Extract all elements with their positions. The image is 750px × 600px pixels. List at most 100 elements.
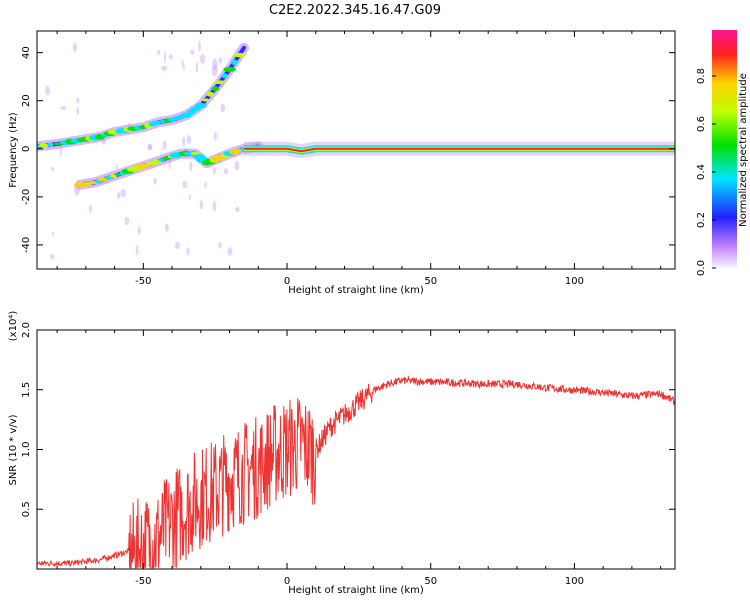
y-tick-label: 0.5 [21,501,32,517]
x-tick-label: 100 [565,576,584,587]
spectrogram-hotspot [223,66,236,72]
spectrogram-hotspot [211,86,220,92]
spectrogram-speckle [212,200,217,212]
spectrogram-speckle [190,49,195,56]
x-tick-label: 100 [565,276,584,287]
spectrogram-hotspot [206,91,215,97]
spectrogram-speckle [168,54,173,60]
spectrogram-speckle [137,226,141,235]
spectrogram-speckle [195,61,199,73]
spectrogram-hotspot [195,102,207,109]
snr-line-layer [37,375,675,569]
x-tick-label: 50 [424,276,437,287]
spectrogram-speckle [186,134,192,145]
spectrogram-speckle [136,244,139,256]
spectrogram-speckle [116,191,121,200]
spectrogram-speckle [211,64,218,77]
colorbar-tick-label: 0.6 [696,116,707,132]
spectrogram-speckle [164,223,169,232]
spectrogram-hotspot [38,143,49,148]
y-tick-label: 2.0 [21,322,32,338]
colorbar: 0.0 0.2 0.4 0.6 0.8 Normalized spectral ampl… [696,30,749,276]
snr-y-ticks: 0.5 1.0 1.5 2.0 [21,322,675,517]
spectrogram-hotspot [213,80,227,85]
spectrogram-hotspot [221,73,228,79]
spectrogram-speckle [213,131,218,141]
colorbar-gradient [712,30,737,270]
y-tick-label: 1.0 [21,442,32,458]
snr-y-axis-label: SNR (10 * v/v) [8,414,19,485]
spectrogram-speckle [227,247,233,256]
x-tick-label: -50 [135,576,151,587]
spectrogram-speckle [51,166,54,172]
y-tick-label: -40 [21,237,32,253]
spectrogram-x-axis-label: Height of straight line (km) [288,285,424,296]
spectrogram-speckle [189,194,192,201]
spectrogram-speckle [181,60,184,66]
colorbar-tick-label: 0.4 [696,164,707,180]
spectrogram-speckle [189,161,193,172]
spectrogram-speckle [72,42,77,53]
spectrogram-speckle [223,168,229,175]
spectrogram-speckle [218,241,222,249]
spectrogram-hotspot [202,98,210,102]
spectrogram-hotspot [47,142,54,147]
spectrogram-speckle [45,85,50,96]
spectrogram-speckle [76,107,80,115]
spectrogram-speckle [182,63,185,71]
spectrogram-speckle [182,180,188,189]
y-tick-label: 40 [21,46,32,59]
spectrogram-speckle [147,143,153,151]
spectrogram-heatmap [37,40,675,260]
zero-line-core [243,147,675,153]
spectrogram-speckle [76,97,80,104]
chart-title: C2E2.2022.345.16.47.G09 [269,3,441,18]
spectrogram-speckle [235,206,240,212]
spectrogram-panel: -50 0 50 100 -40 -20 0 20 40 Height of straight… [8,30,676,296]
spectrogram-speckle [198,40,201,52]
x-tick-label: 50 [424,576,437,587]
spectrogram-speckle [50,253,55,260]
spectrogram-speckle [124,216,130,226]
spectrogram-speckle [213,167,216,175]
spectrogram-speckle [175,241,180,250]
spectrogram-x-ticks: -50 0 50 100 [56,31,662,287]
spectrogram-y-ticks: -40 -20 0 20 40 [21,46,675,253]
spectrogram-speckle [115,163,118,170]
spectrogram-speckle [157,49,161,55]
y-tick-label: 0 [21,146,32,152]
spectrogram-speckle [164,51,167,64]
spectrogram-hotspot [232,52,246,58]
spectrogram-hotspot [159,119,166,124]
spectrogram-speckle [199,54,206,64]
spectrogram-hotspot [235,148,243,153]
snr-x-axis-label: Height of straight line (km) [288,585,424,596]
snr-panel: -50 0 50 100 0.5 1.0 1.5 2.0 Height of straigh… [8,311,676,596]
spectrogram-speckle [204,181,207,189]
y-tick-label: -20 [21,189,32,205]
spectrogram-speckle [89,204,92,214]
y-tick-label: 1.5 [21,382,32,398]
spectrogram-speckle [182,136,186,147]
spectrogram-speckle [212,58,218,70]
snr-multiplier-label: (x10⁴) [8,311,19,342]
spectrogram-speckle [162,140,167,151]
spectrogram-speckle [234,160,240,171]
spectrogram-hotspot [154,120,162,125]
spectrogram-speckle [60,106,67,111]
y-tick-label: 20 [21,94,32,107]
spectrogram-speckle [161,65,168,72]
spectrogram-speckle [147,144,152,150]
spectrogram-speckle [218,57,223,64]
x-tick-label: 0 [284,576,290,587]
colorbar-ticks: 0.0 0.2 0.4 0.6 0.8 [696,68,716,276]
x-tick-label: 0 [284,276,290,287]
spectrogram-speckle [199,199,204,210]
x-tick-label: -50 [135,276,151,287]
spectrogram-frame [36,30,676,270]
colorbar-label: Normalized spectral amplitude [738,73,749,227]
spectrogram-speckle [220,103,226,113]
spectrogram-hotspot [230,59,238,66]
colorbar-tick-label: 0.8 [696,68,707,84]
